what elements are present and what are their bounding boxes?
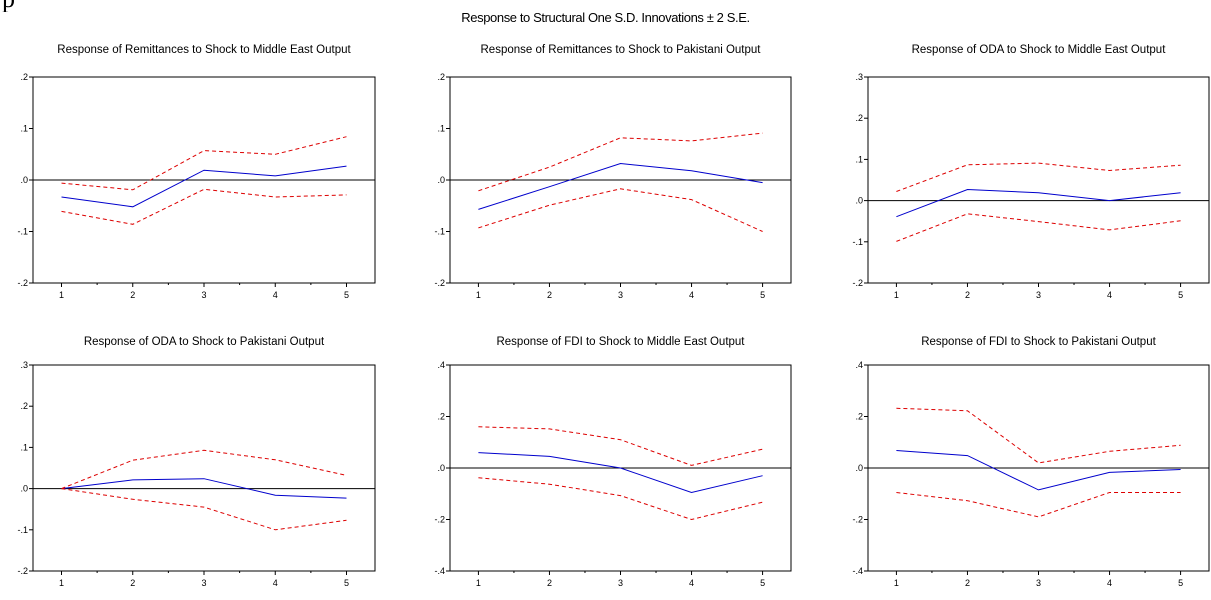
x-tick-label: 1 — [59, 290, 64, 300]
panel-title: Response of ODA to Shock to Pakistani Ou… — [84, 336, 325, 348]
confidence-band-lower — [478, 477, 763, 521]
x-tick-label: 1 — [59, 578, 64, 588]
confidence-band-upper — [61, 136, 347, 191]
y-tick-label: -.2 — [852, 515, 863, 525]
x-tick-label: 4 — [689, 290, 694, 300]
y-tick-label: .2 — [20, 401, 28, 411]
y-tick-label: -.2 — [852, 278, 863, 288]
y-tick-label: -.1 — [434, 227, 445, 237]
x-tick-label: 4 — [689, 578, 694, 588]
x-tick-label: 5 — [760, 290, 765, 300]
x-tick-label: 1 — [476, 578, 481, 588]
x-tick-label: 4 — [273, 578, 278, 588]
x-tick-label: 2 — [965, 290, 970, 300]
y-tick-label: .2 — [20, 72, 28, 82]
y-tick-label: .3 — [20, 360, 28, 370]
confidence-band-lower — [478, 188, 763, 232]
x-tick-label: 3 — [1036, 290, 1041, 300]
y-tick-label: .0 — [855, 463, 863, 473]
confidence-band-lower — [61, 188, 347, 225]
x-tick-label: 2 — [547, 290, 552, 300]
x-tick-label: 5 — [760, 578, 765, 588]
x-tick-label: 4 — [273, 290, 278, 300]
x-tick-label: 3 — [201, 290, 206, 300]
confidence-band-upper — [896, 407, 1181, 464]
y-tick-label: -.2 — [434, 278, 445, 288]
x-tick-label: 2 — [130, 290, 135, 300]
y-tick-label: .2 — [855, 412, 863, 422]
x-tick-label: 2 — [965, 578, 970, 588]
plot-frame — [32, 364, 376, 572]
irf-panel-5: Response of FDI to Shock to Middle East … — [434, 336, 792, 588]
x-tick-label: 5 — [344, 290, 349, 300]
confidence-band-upper — [896, 162, 1181, 192]
y-tick-label: .4 — [855, 360, 863, 370]
y-tick-label: -.4 — [852, 566, 863, 576]
response-line — [478, 162, 763, 210]
y-tick-label: -.2 — [17, 278, 28, 288]
confidence-band-upper — [478, 426, 763, 466]
y-tick-label: .2 — [437, 72, 445, 82]
x-tick-label: 1 — [476, 290, 481, 300]
y-tick-label: -.1 — [17, 525, 28, 535]
y-tick-label: .0 — [437, 175, 445, 185]
response-line — [61, 165, 347, 208]
y-tick-label: .0 — [437, 463, 445, 473]
x-tick-label: 3 — [618, 578, 623, 588]
irf-panel-6: Response of FDI to Shock to Pakistani Ou… — [852, 336, 1210, 588]
confidence-band-lower — [61, 488, 347, 531]
irf-panel-4: Response of ODA to Shock to Pakistani Ou… — [17, 336, 376, 588]
response-line — [896, 450, 1181, 491]
y-tick-label: -.1 — [17, 227, 28, 237]
confidence-band-upper — [61, 449, 347, 490]
figure-title: Response to Structural One S.D. Innovati… — [461, 10, 750, 25]
clipped-heading-fragment: p — [0, 0, 24, 12]
x-tick-label: 5 — [1178, 578, 1183, 588]
confidence-band-lower — [896, 492, 1181, 518]
x-tick-label: 4 — [1107, 578, 1112, 588]
x-tick-label: 1 — [894, 290, 899, 300]
panel-title: Response of FDI to Shock to Pakistani Ou… — [921, 336, 1156, 348]
panel-title: Response of ODA to Shock to Middle East … — [912, 44, 1167, 56]
x-tick-label: 3 — [618, 290, 623, 300]
y-tick-label: -.4 — [434, 566, 445, 576]
confidence-band-lower — [896, 213, 1181, 242]
y-tick-label: .2 — [437, 412, 445, 422]
y-tick-label: .1 — [855, 154, 863, 164]
response-line — [896, 188, 1181, 218]
y-tick-label: .1 — [20, 124, 28, 134]
x-tick-label: 5 — [1178, 290, 1183, 300]
irf-panel-1: Response of Remittances to Shock to Midd… — [17, 44, 376, 300]
x-tick-label: 1 — [894, 578, 899, 588]
y-tick-label: -.2 — [434, 515, 445, 525]
clipped-heading-text: p — [2, 0, 15, 12]
y-tick-label: .4 — [437, 360, 445, 370]
y-tick-label: .0 — [855, 196, 863, 206]
response-line — [61, 478, 347, 499]
panel-title: Response of Remittances to Shock to Midd… — [57, 44, 351, 56]
irf-panel-2: Response of Remittances to Shock to Paki… — [434, 44, 792, 300]
x-tick-label: 5 — [344, 578, 349, 588]
y-tick-label: .0 — [20, 175, 28, 185]
y-tick-label: .2 — [855, 113, 863, 123]
irf-panel-3: Response of ODA to Shock to Middle East … — [852, 44, 1210, 300]
x-tick-label: 4 — [1107, 290, 1112, 300]
panel-title: Response of Remittances to Shock to Paki… — [481, 44, 762, 56]
y-tick-label: -.1 — [852, 237, 863, 247]
panel-title: Response of FDI to Shock to Middle East … — [496, 336, 745, 348]
y-tick-label: -.2 — [17, 566, 28, 576]
x-tick-label: 2 — [547, 578, 552, 588]
x-tick-label: 3 — [1036, 578, 1041, 588]
y-tick-label: .1 — [437, 124, 445, 134]
y-tick-label: .1 — [20, 442, 28, 452]
y-tick-label: .0 — [20, 484, 28, 494]
confidence-band-upper — [478, 132, 763, 192]
plot-frame — [867, 76, 1210, 284]
x-tick-label: 2 — [130, 578, 135, 588]
y-tick-label: .3 — [855, 72, 863, 82]
x-tick-label: 3 — [201, 578, 206, 588]
response-line — [478, 452, 763, 494]
